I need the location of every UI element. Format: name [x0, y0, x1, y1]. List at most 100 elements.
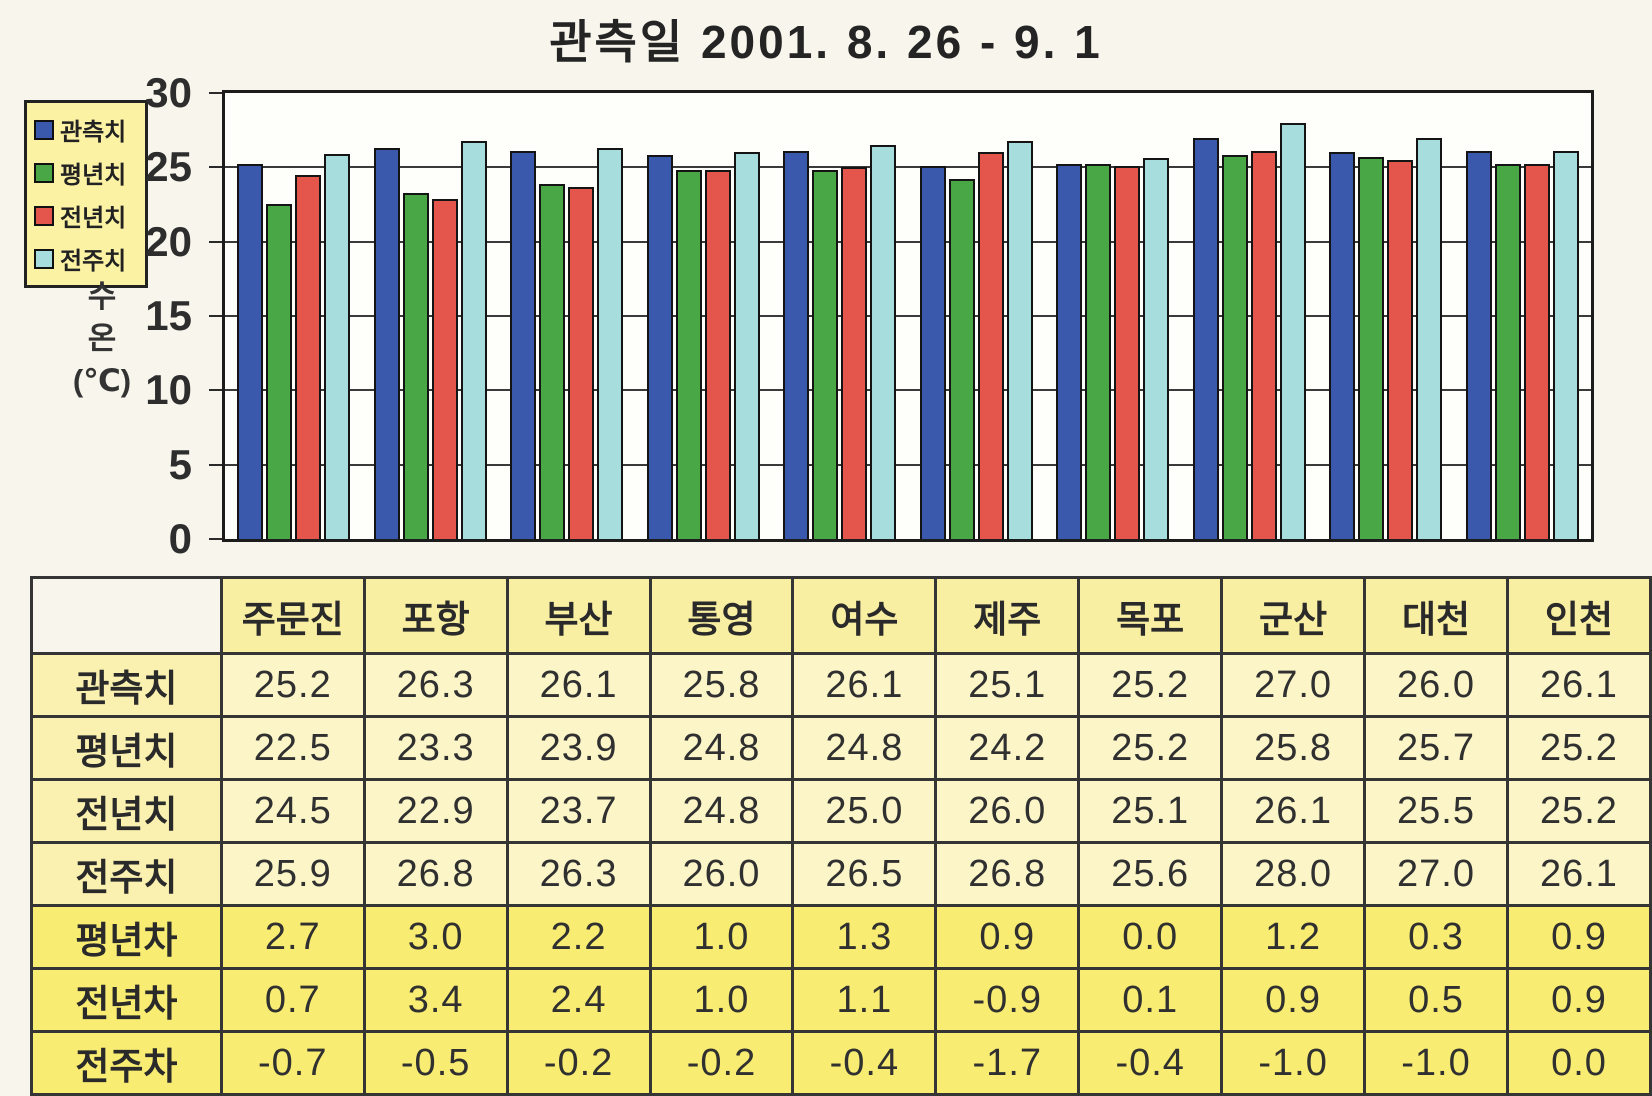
table-cell: -1.0	[1363, 1030, 1509, 1096]
bar-평년치-부산	[539, 184, 566, 539]
legend: 관측치 평년치 전년치 전주치	[24, 100, 148, 288]
column-header-통영: 통영	[648, 576, 795, 655]
table-header-row: 주문진 포항 부산 통영 여수 제주 목포 군산 대천 인천	[30, 576, 1652, 655]
row-label: 전년치	[30, 778, 223, 844]
table-cell: 0.0	[1077, 904, 1224, 970]
table-header: 주문진 포항 부산 통영 여수 제주 목포 군산 대천 인천	[30, 576, 1652, 655]
table-cell: 25.9	[219, 841, 366, 907]
bar-group-7	[1056, 158, 1170, 539]
legend-item: 관측치	[34, 112, 138, 147]
bar-전주치-포항	[460, 141, 487, 539]
bar-전년치-목포	[1114, 166, 1141, 539]
table-cell: 25.2	[219, 652, 366, 718]
bar-평년치-통영	[675, 170, 702, 539]
table-cell: -0.4	[791, 1030, 938, 1096]
table-cell: -1.0	[1220, 1030, 1367, 1096]
bar-관측치-통영	[646, 155, 673, 539]
table-cell: 25.2	[1077, 715, 1224, 781]
y-tick-label: 20	[145, 217, 192, 265]
table-cell: 25.8	[1220, 715, 1367, 781]
table-cell: 25.2	[1505, 778, 1652, 844]
table-cell: 26.3	[362, 652, 509, 718]
y-tick-label: 30	[145, 69, 192, 116]
y-tick-mark	[209, 166, 222, 169]
table-cell: 24.8	[791, 715, 938, 781]
legend-swatch-icon	[34, 162, 54, 183]
row-label: 전주차	[30, 1030, 223, 1096]
table-cell: 25.2	[1077, 652, 1224, 718]
legend-item: 전년치	[34, 198, 138, 233]
bar-평년치-포항	[402, 193, 429, 539]
bar-전년치-포항	[431, 199, 458, 539]
bar-전주치-주문진	[324, 154, 350, 539]
table-cell: 0.9	[1505, 967, 1652, 1033]
bar-평년치-주문진	[266, 204, 292, 539]
table-cell: 26.1	[791, 652, 938, 718]
bar-groups-container	[225, 93, 1591, 539]
table-cell: 3.4	[362, 967, 509, 1033]
table-cell: 27.0	[1220, 652, 1367, 718]
column-header-목포: 목포	[1077, 576, 1224, 655]
table-cell: 25.0	[791, 778, 938, 844]
column-header-대천: 대천	[1363, 576, 1509, 655]
table-cell: 25.7	[1363, 715, 1509, 781]
bar-관측치-군산	[1192, 138, 1219, 539]
table-cell: 1.0	[648, 967, 795, 1033]
bar-전년치-대천	[1387, 160, 1414, 539]
table-cell: 0.0	[1505, 1030, 1652, 1096]
table-cell: 0.9	[934, 904, 1081, 970]
table-cell: 24.8	[648, 778, 795, 844]
y-tick-mark	[209, 92, 222, 94]
table-row-관측치: 관측치 25.2 26.3 26.1 25.8 26.1 25.1 25.2 27.0 26.0 2…	[30, 652, 1652, 718]
gridline	[225, 315, 1591, 317]
table-cell: 0.5	[1363, 967, 1509, 1033]
bar-group-5	[783, 145, 897, 539]
y-axis-label: 수 온 (℃)	[58, 276, 146, 402]
table-cell: 0.9	[1505, 904, 1652, 970]
y-tick-mark	[209, 315, 222, 317]
column-header-주문진: 주문진	[219, 576, 366, 655]
chart-title: 관측일 2001. 8. 26 - 9. 1	[549, 16, 1103, 68]
legend-swatch-icon	[34, 205, 54, 226]
table-cell: 26.1	[1220, 778, 1367, 844]
gridline	[225, 240, 1591, 243]
bar-관측치-제주	[919, 166, 946, 539]
table-cell: 26.0	[1363, 652, 1509, 718]
table-cell: 25.2	[1505, 715, 1652, 781]
column-header-군산: 군산	[1220, 576, 1367, 655]
y-axis-label-line: 수	[87, 279, 117, 314]
bar-관측치-인천	[1465, 151, 1492, 539]
table-cell: 26.0	[934, 778, 1081, 844]
column-header-여수: 여수	[791, 576, 938, 655]
table-cell: -0.9	[934, 967, 1081, 1033]
table-cell: 26.8	[934, 841, 1081, 907]
bar-전년치-인천	[1523, 164, 1550, 539]
legend-swatch-icon	[34, 248, 54, 269]
bar-전년치-제주	[977, 152, 1004, 539]
bar-group-6	[919, 141, 1033, 539]
table-cell: 26.3	[505, 841, 652, 907]
legend-label: 전주치	[60, 248, 127, 275]
bar-전주치-부산	[597, 148, 624, 539]
table-row-전주차: 전주차 -0.7 -0.5 -0.2 -0.2 -0.4 -1.7 -0.4 -1.0 -1.0 0…	[30, 1030, 1652, 1096]
y-tick-label: 5	[168, 440, 192, 488]
bar-평년치-목포	[1085, 164, 1112, 539]
table-cell: 25.1	[934, 652, 1081, 718]
table-cell: -0.2	[648, 1030, 795, 1096]
bar-관측치-여수	[783, 151, 810, 539]
bar-group-8	[1192, 123, 1306, 539]
y-axis-label-line: (℃)	[72, 363, 132, 398]
table-cell: 3.0	[362, 904, 509, 970]
y-tick-label: 25	[145, 143, 192, 191]
table-cell: -0.5	[362, 1030, 509, 1096]
bar-group-10	[1465, 151, 1579, 539]
table-cell: 22.9	[362, 778, 509, 844]
legend-swatch-icon	[34, 119, 54, 140]
table-cell: 22.5	[219, 715, 366, 781]
bar-전주치-제주	[1006, 141, 1033, 539]
column-header-부산: 부산	[505, 576, 652, 655]
bar-전주치-목포	[1143, 158, 1170, 539]
gridline	[225, 166, 1591, 169]
bar-전년치-통영	[704, 170, 731, 539]
table-cell: 2.7	[219, 904, 366, 970]
